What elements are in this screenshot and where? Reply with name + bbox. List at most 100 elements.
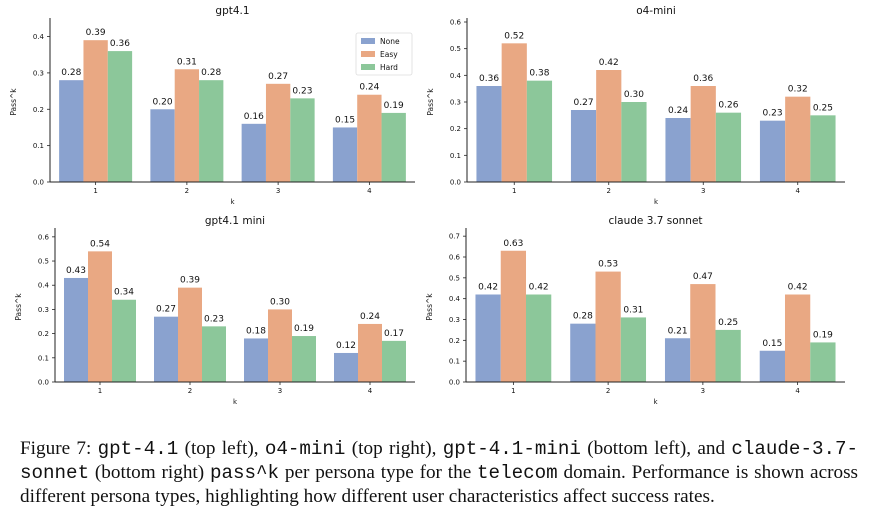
bar-none-k1	[59, 80, 84, 182]
bar-hard-k3	[715, 112, 742, 182]
bar-easy-k2	[178, 287, 202, 382]
x-tick-label: 4	[367, 187, 372, 195]
figure-charts: gpt4.1 0.0 0.1 0.2 0.3 0.4 Pass^k 0.28 0.39 0.36 1…	[9, 5, 845, 406]
bar-hard-k3	[715, 329, 741, 382]
bar-value-label: 0.52	[504, 31, 524, 41]
bar-hard-k2	[202, 326, 226, 382]
bar-hard-k1	[112, 299, 136, 382]
y-tick-label: 0.6	[450, 19, 462, 27]
bar-value-label: 0.17	[384, 329, 404, 339]
bar-value-label: 0.19	[384, 101, 404, 111]
y-tick-label: 0.1	[38, 354, 49, 362]
bar-none-k1	[476, 86, 502, 182]
y-tick-label: 0.1	[33, 142, 44, 150]
legend-label: Easy	[380, 50, 398, 59]
y-tick-label: 0.0	[449, 379, 460, 387]
x-tick-label: 1	[511, 387, 515, 395]
bar-value-label: 0.27	[156, 305, 176, 315]
bar-easy-k4	[784, 294, 811, 382]
bar-hard-k4	[810, 115, 836, 182]
y-tick-label: 0.1	[450, 152, 461, 160]
y-tick-label: 0.3	[38, 306, 49, 314]
y-tick-label: 0.3	[450, 99, 461, 107]
bar-none-k3	[664, 338, 691, 382]
bar-value-label: 0.47	[693, 272, 713, 282]
y-tick-label: 0.4	[38, 282, 50, 290]
bar-none-k3	[244, 338, 268, 382]
x-axis-label: k	[653, 398, 658, 406]
y-tick-label: 0.1	[449, 358, 460, 366]
bar-easy-k1	[501, 43, 527, 183]
x-tick-label: 2	[606, 387, 610, 395]
bar-hard-k4	[382, 340, 406, 382]
y-axis-label: Pass^k	[14, 293, 23, 321]
bar-value-label: 0.25	[718, 318, 738, 328]
x-tick-label: 3	[278, 387, 282, 395]
bar-none-k2	[570, 110, 597, 182]
bar-value-label: 0.28	[573, 312, 593, 322]
bar-easy-k2	[596, 70, 622, 182]
caption-text-4: (bottom right)	[94, 462, 205, 484]
bar-value-label: 0.31	[177, 57, 197, 67]
y-tick-label: 0.4	[449, 295, 461, 303]
bar-hard-k4	[381, 112, 406, 182]
y-tick-label: 0.6	[449, 254, 461, 262]
bar-easy-k2	[174, 69, 200, 182]
bar-value-label: 0.36	[693, 74, 713, 84]
bar-value-label: 0.31	[623, 305, 643, 315]
bar-value-label: 0.24	[668, 106, 688, 116]
x-tick-label: 2	[188, 387, 192, 395]
bar-easy-k4	[358, 323, 382, 382]
x-tick-label: 4	[795, 387, 800, 395]
x-tick-label: 1	[98, 387, 102, 395]
caption-model-claude: claude-3.7-sonnet	[20, 438, 859, 485]
bar-easy-k1	[500, 250, 527, 382]
x-tick-label: 2	[607, 187, 611, 195]
y-tick-label: 0.7	[449, 233, 460, 241]
x-tick-label: 3	[701, 187, 705, 195]
y-tick-label: 0.2	[449, 337, 460, 345]
caption-label: Figure 7:	[20, 438, 92, 460]
bar-value-label: 0.15	[335, 115, 355, 125]
bar-value-label: 0.20	[153, 97, 173, 107]
bar-none-k2	[570, 323, 596, 382]
bar-none-k1	[475, 294, 501, 382]
bar-easy-k1	[88, 251, 112, 382]
bar-easy-k1	[83, 40, 108, 182]
bar-value-label: 0.23	[763, 109, 783, 119]
bar-none-k4	[334, 352, 358, 382]
bar-value-label: 0.34	[114, 288, 134, 298]
y-axis-label: Pass^k	[9, 88, 18, 116]
bar-value-label: 0.42	[529, 283, 549, 293]
y-tick-label: 0.0	[33, 179, 44, 187]
bar-hard-k1	[107, 51, 133, 182]
bar-value-label: 0.42	[788, 283, 808, 293]
y-tick-label: 0.4	[450, 72, 462, 80]
bar-value-label: 0.26	[718, 101, 738, 111]
bar-value-label: 0.54	[90, 239, 110, 249]
bar-hard-k3	[292, 336, 316, 382]
bar-hard-k2	[620, 317, 647, 382]
bar-easy-k2	[595, 271, 621, 382]
bar-value-label: 0.19	[294, 324, 314, 334]
chart-panel-3: gpt4.1 mini 0.0 0.1 0.2 0.3 0.4 0.5 0.6 Pass^k 0.…	[14, 215, 415, 406]
bar-value-label: 0.28	[61, 68, 81, 78]
y-tick-label: 0.6	[38, 233, 50, 241]
caption-text-6: domain. Performance is shown across diff…	[20, 462, 859, 508]
x-tick-label: 2	[185, 187, 189, 195]
bar-hard-k3	[290, 98, 315, 182]
bar-value-label: 0.30	[270, 297, 290, 307]
bar-easy-k3	[265, 83, 291, 182]
bar-value-label: 0.36	[110, 39, 130, 49]
bar-value-label: 0.18	[246, 326, 266, 336]
bar-value-label: 0.27	[574, 98, 594, 108]
bar-none-k4	[332, 127, 358, 182]
bar-none-k3	[241, 123, 266, 182]
bar-value-label: 0.23	[292, 86, 312, 96]
x-axis-label: k	[654, 198, 659, 206]
chart-title: gpt4.1 mini	[205, 215, 265, 227]
y-tick-label: 0.2	[38, 330, 49, 338]
bar-hard-k2	[199, 80, 224, 182]
bar-value-label: 0.43	[66, 266, 86, 276]
bar-easy-k3	[690, 284, 716, 382]
